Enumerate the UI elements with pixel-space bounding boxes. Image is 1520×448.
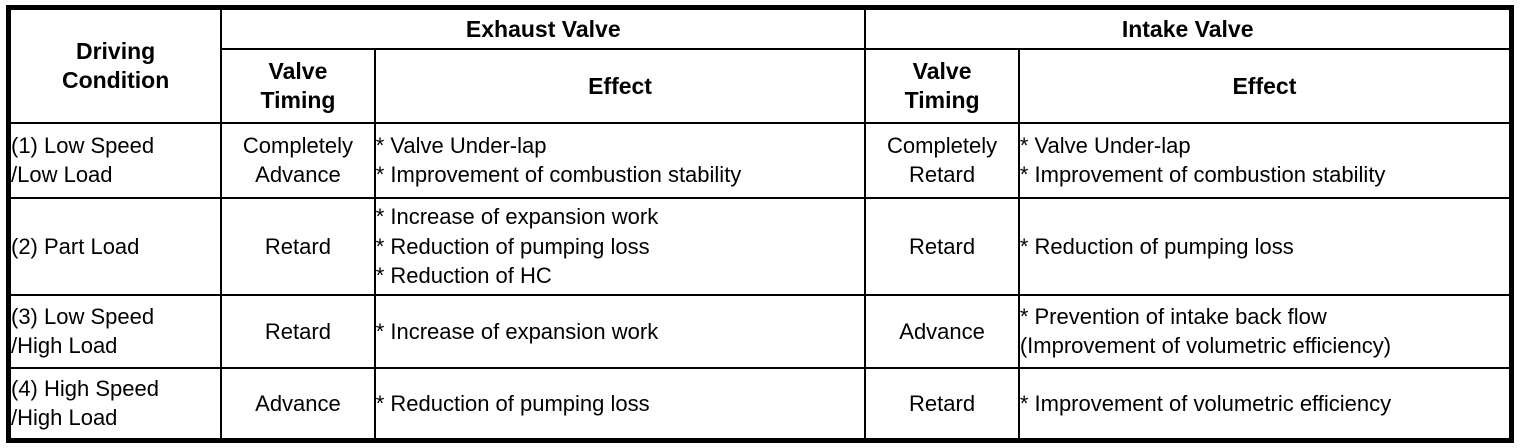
table-row-part-load: (2) Part Load Retard * Increase of expan… (7, 196, 1513, 296)
intake-effect-cell: * Reduction of pumping loss (1017, 196, 1513, 296)
exhaust-effect-cell: * Reduction of pumping loss (373, 366, 867, 442)
condition-line: (3) Low Speed (11, 304, 155, 330)
intake-valve-timing-header-line2: Timing (904, 87, 980, 113)
effect-line: * Increase of expansion work (375, 318, 659, 344)
effect-line: * Reduction of HC (375, 263, 552, 289)
driving-condition-cell: (4) High Speed /High Load (7, 366, 223, 442)
timing-line: Completely (887, 133, 998, 159)
exhaust-effect-cell: * Increase of expansion work * Reduction… (373, 196, 867, 296)
driving-condition-cell: (1) Low Speed /Low Load (7, 122, 223, 199)
intake-effect-cell: * Valve Under-lap * Improvement of combu… (1017, 122, 1513, 199)
intake-effect-cell: * Prevention of intake back flow (Improv… (1017, 293, 1513, 369)
effect-line: * Improvement of combustion stability (375, 162, 742, 188)
effect-line: * Improvement of volumetric efficiency (1019, 390, 1392, 416)
timing-line: Advance (255, 162, 341, 188)
timing-line: Completely (242, 133, 353, 159)
effect-line: * Reduction of pumping loss (1019, 233, 1294, 259)
effect-line: * Increase of expansion work (375, 204, 659, 230)
header-row-subcolumns: Valve Timing Effect Valve Timing Effect (9, 48, 1513, 124)
exhaust-valve-timing-header-line2: Timing (260, 87, 336, 113)
exhaust-effect-cell: * Valve Under-lap * Improvement of combu… (373, 122, 867, 199)
intake-valve-timing-header: Valve Timing (864, 48, 1020, 124)
table-row-high-speed-high-load: (4) High Speed /High Load Advance * Redu… (7, 366, 1513, 442)
driving-condition-cell: (2) Part Load (7, 196, 223, 296)
effect-line: * Valve Under-lap (375, 132, 547, 158)
intake-timing-cell: Retard (864, 196, 1020, 296)
intake-valve-timing-header-line1: Valve (912, 58, 972, 85)
timing-line: Retard (909, 233, 976, 259)
effect-line: * Reduction of pumping loss (375, 233, 650, 259)
effect-line: * Prevention of intake back flow (1019, 303, 1327, 329)
exhaust-valve-group-header: Exhaust Valve (220, 6, 867, 50)
exhaust-effect-cell: * Increase of expansion work (373, 293, 867, 369)
driving-condition-header-line1: Driving (75, 38, 156, 65)
effect-line: * Reduction of pumping loss (375, 390, 650, 416)
timing-line: Advance (899, 318, 985, 344)
exhaust-timing-cell: Retard (220, 196, 376, 296)
valve-timing-control-table: Driving Condition Exhaust Valve Intake V… (6, 5, 1514, 443)
condition-line: (2) Part Load (11, 233, 140, 259)
timing-line: Retard (264, 318, 331, 344)
driving-condition-header: Driving Condition (7, 6, 223, 124)
driving-condition-cell: (3) Low Speed /High Load (7, 293, 223, 369)
driving-condition-header-line2: Condition (61, 67, 170, 93)
condition-line: /High Load (11, 405, 118, 431)
condition-line: /Low Load (11, 162, 113, 188)
effect-line: * Valve Under-lap (1019, 132, 1191, 158)
intake-timing-cell: Completely Retard (864, 122, 1020, 199)
condition-line: /High Load (11, 333, 118, 359)
exhaust-timing-cell: Completely Advance (220, 122, 376, 199)
intake-timing-cell: Advance (864, 293, 1020, 369)
condition-line: (4) High Speed (11, 376, 159, 402)
timing-line: Retard (909, 390, 976, 416)
timing-line: Advance (255, 390, 341, 416)
intake-timing-cell: Retard (864, 366, 1020, 442)
timing-line: Retard (909, 162, 976, 188)
table-row-low-speed-high-load: (3) Low Speed /High Load Retard * Increa… (7, 293, 1513, 369)
intake-valve-group-header: Intake Valve (864, 6, 1513, 50)
condition-line: (1) Low Speed (11, 133, 155, 159)
intake-effect-header: Effect (1017, 48, 1513, 124)
effect-line: (Improvement of volumetric efficiency) (1019, 333, 1392, 359)
timing-line: Retard (264, 233, 331, 259)
exhaust-timing-cell: Retard (220, 293, 376, 369)
effect-line: * Improvement of combustion stability (1019, 162, 1386, 188)
intake-effect-cell: * Improvement of volumetric efficiency (1017, 366, 1513, 442)
header-row-groups: Driving Condition Exhaust Valve Intake V… (7, 6, 1513, 124)
exhaust-valve-timing-header: Valve Timing (220, 48, 376, 124)
exhaust-valve-timing-header-line1: Valve (268, 58, 328, 85)
exhaust-effect-header: Effect (373, 48, 867, 124)
exhaust-timing-cell: Advance (220, 366, 376, 442)
table-row-low-speed-low-load: (1) Low Speed /Low Load Completely Advan… (7, 122, 1513, 199)
